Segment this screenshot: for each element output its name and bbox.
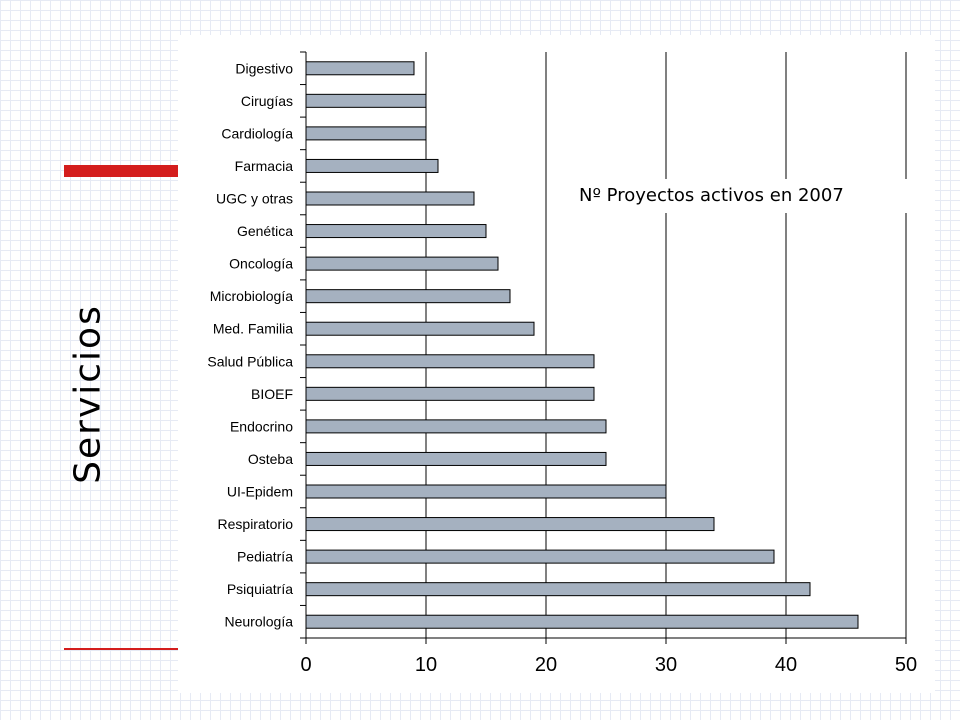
category-label: Digestivo: [235, 60, 293, 76]
category-label: Cardiología: [221, 125, 293, 141]
category-label: Farmacia: [235, 158, 294, 174]
x-tick-label: 10: [415, 654, 437, 676]
bar: [305, 93, 427, 108]
chart-annotation: Nº Proyectos activos en 2007: [573, 179, 935, 213]
bar-chart: Digestivo Cirugías Cardiología Farmacia UGC …: [207, 51, 917, 676]
category-label: Med. Familia: [213, 321, 293, 337]
accent-line: [64, 648, 180, 650]
category-label: BIOEF: [251, 386, 293, 402]
bar: [305, 484, 667, 499]
slide-title: Servicios: [67, 304, 109, 484]
bar: [305, 224, 487, 239]
bar: [305, 354, 595, 369]
bar: [305, 321, 535, 336]
category-label: Microbiología: [210, 288, 293, 304]
bar: [305, 419, 607, 434]
bar: [305, 256, 499, 271]
category-label: Neurología: [225, 614, 294, 630]
bar: [305, 517, 715, 532]
bar: [305, 386, 595, 401]
bar: [305, 191, 475, 206]
x-tick-label: 50: [895, 654, 917, 676]
bar: [305, 451, 607, 466]
bar: [305, 126, 427, 141]
accent-bar: [64, 165, 180, 177]
x-tick-label: 40: [775, 654, 797, 676]
category-label: Respiratorio: [218, 516, 294, 532]
category-label: Cirugías: [241, 93, 293, 109]
x-tick-label: 0: [300, 654, 311, 676]
category-label: Psiquiatría: [227, 581, 293, 597]
category-label: Oncología: [229, 256, 293, 272]
category-label: UGC y otras: [216, 191, 293, 207]
bar: [305, 549, 775, 564]
category-label: Salud Pública: [207, 353, 293, 369]
x-tick-label: 30: [655, 654, 677, 676]
bar: [305, 582, 811, 597]
category-label: Genética: [237, 223, 293, 239]
bar: [305, 289, 511, 304]
bar: [305, 158, 439, 173]
category-label: Pediatría: [237, 549, 293, 565]
category-label: UI-Epidem: [227, 484, 293, 500]
chart-panel: Digestivo Cirugías Cardiología Farmacia UGC …: [178, 35, 935, 693]
category-label: Endocrino: [230, 418, 293, 434]
x-tick-label: 20: [535, 654, 557, 676]
category-label: Osteba: [248, 451, 293, 467]
bar: [305, 61, 415, 76]
bar: [305, 614, 859, 629]
